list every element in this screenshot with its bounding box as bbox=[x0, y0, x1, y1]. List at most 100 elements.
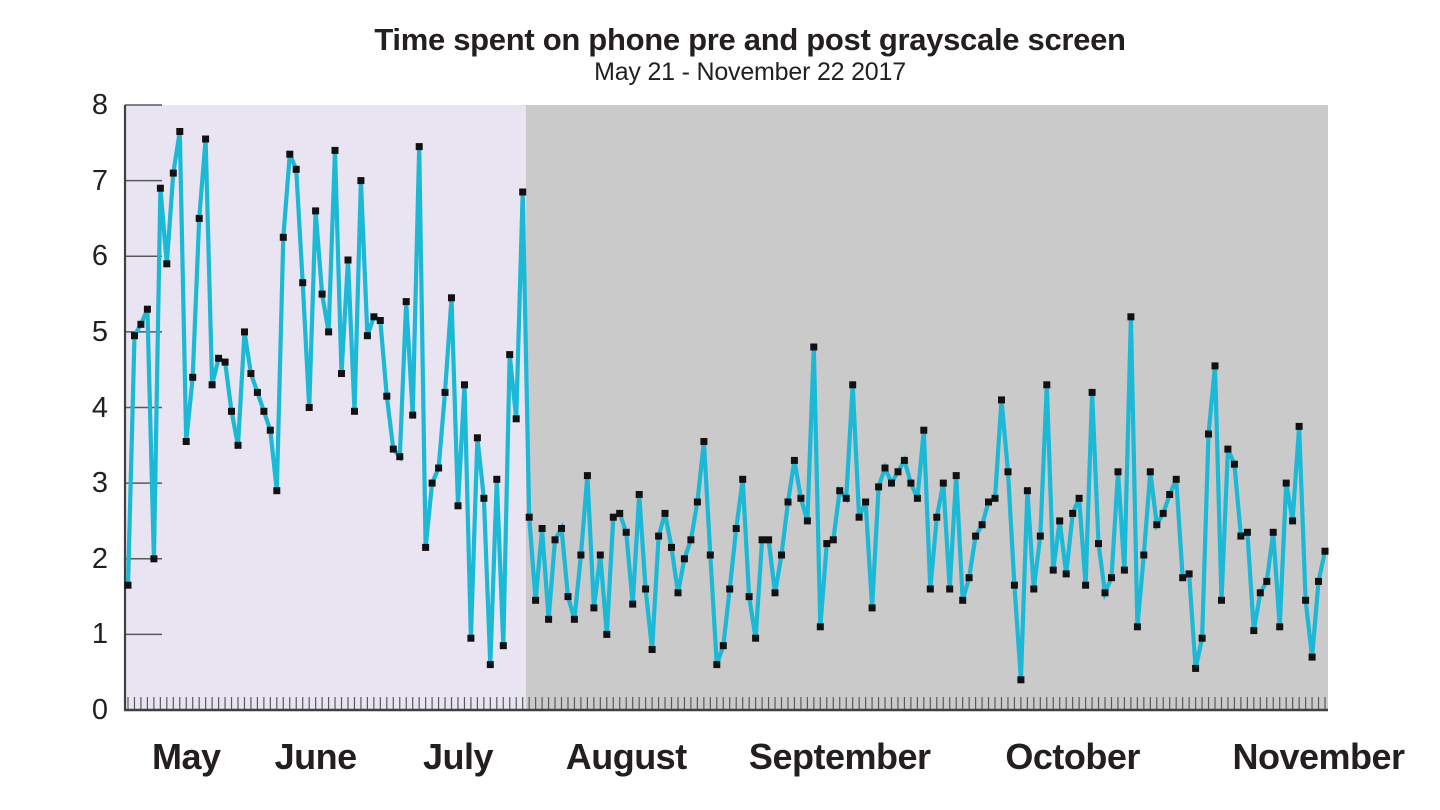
data-point bbox=[972, 532, 980, 540]
data-point bbox=[771, 589, 779, 597]
data-point bbox=[680, 555, 688, 563]
data-point bbox=[1256, 589, 1264, 597]
data-point bbox=[765, 536, 773, 544]
data-point bbox=[137, 320, 145, 328]
data-point bbox=[1082, 581, 1090, 589]
data-point bbox=[629, 600, 637, 608]
data-point bbox=[1282, 479, 1290, 487]
data-point bbox=[1250, 627, 1258, 635]
data-point bbox=[208, 381, 216, 389]
data-point bbox=[415, 143, 423, 151]
data-point bbox=[532, 596, 540, 604]
y-axis-label-8: 8 bbox=[91, 89, 108, 121]
data-point bbox=[1133, 623, 1141, 631]
data-point bbox=[1302, 596, 1310, 604]
data-point bbox=[143, 305, 151, 313]
data-point bbox=[1211, 362, 1219, 370]
data-point bbox=[260, 407, 268, 415]
data-point bbox=[655, 532, 663, 540]
data-point bbox=[875, 483, 883, 491]
data-point bbox=[661, 509, 669, 517]
data-point bbox=[1192, 664, 1200, 672]
data-point bbox=[383, 392, 391, 400]
data-point bbox=[797, 494, 805, 502]
data-point bbox=[247, 370, 255, 377]
data-point bbox=[810, 343, 818, 351]
data-point bbox=[732, 525, 740, 532]
data-point bbox=[299, 279, 307, 287]
data-point bbox=[1179, 574, 1187, 582]
data-point bbox=[868, 604, 876, 612]
data-point bbox=[616, 509, 624, 517]
data-point bbox=[156, 184, 164, 192]
data-point bbox=[674, 589, 682, 597]
data-point bbox=[745, 593, 753, 601]
data-point bbox=[519, 188, 527, 196]
y-axis-label-5: 5 bbox=[91, 315, 108, 348]
data-point bbox=[803, 517, 811, 525]
data-point bbox=[900, 456, 908, 464]
data-point bbox=[344, 256, 352, 264]
data-point bbox=[1321, 547, 1329, 555]
data-point bbox=[241, 328, 248, 336]
data-point bbox=[849, 381, 857, 389]
data-point bbox=[596, 551, 604, 559]
data-point bbox=[687, 536, 695, 544]
data-point bbox=[577, 551, 585, 559]
data-point bbox=[1153, 521, 1161, 529]
data-point bbox=[448, 294, 455, 302]
data-point bbox=[551, 536, 559, 544]
data-point bbox=[312, 207, 320, 215]
data-point bbox=[461, 381, 468, 389]
data-point bbox=[1218, 596, 1225, 604]
data-point bbox=[836, 487, 844, 495]
y-axis-label-3: 3 bbox=[91, 467, 108, 500]
data-point bbox=[1159, 509, 1167, 517]
data-point bbox=[784, 498, 792, 506]
data-point bbox=[486, 661, 494, 669]
pre-grayscale-region bbox=[125, 105, 526, 710]
data-point bbox=[428, 479, 436, 487]
data-point bbox=[1166, 491, 1174, 498]
data-point bbox=[292, 165, 300, 173]
data-point bbox=[266, 426, 274, 434]
data-point bbox=[933, 513, 941, 521]
data-point bbox=[182, 438, 190, 445]
data-point bbox=[894, 468, 902, 476]
data-point bbox=[376, 317, 384, 324]
data-point bbox=[862, 498, 870, 506]
data-point bbox=[752, 634, 760, 642]
data-point bbox=[370, 313, 378, 321]
data-point bbox=[823, 540, 831, 548]
data-point bbox=[1095, 540, 1102, 548]
data-point bbox=[512, 415, 520, 423]
data-point bbox=[648, 646, 656, 653]
data-point bbox=[790, 456, 798, 464]
data-point bbox=[396, 453, 404, 461]
data-point bbox=[1146, 468, 1154, 476]
data-point bbox=[480, 494, 488, 502]
data-point bbox=[706, 551, 714, 559]
data-point bbox=[1230, 460, 1238, 468]
data-point bbox=[1172, 475, 1180, 483]
y-axis-label-1: 1 bbox=[91, 618, 108, 651]
data-point bbox=[700, 438, 708, 445]
chart-title: Time spent on phone pre and post graysca… bbox=[374, 22, 1126, 57]
data-point bbox=[758, 536, 766, 544]
y-axis-label-2: 2 bbox=[91, 542, 108, 575]
data-point bbox=[499, 642, 507, 650]
y-axis-label-4: 4 bbox=[91, 391, 108, 424]
data-point bbox=[305, 404, 313, 411]
data-point bbox=[881, 464, 889, 472]
data-point bbox=[991, 494, 999, 502]
data-point bbox=[467, 634, 475, 642]
data-point bbox=[959, 596, 967, 604]
data-point bbox=[1127, 313, 1135, 321]
data-point bbox=[622, 528, 630, 536]
data-point bbox=[131, 332, 138, 340]
data-point bbox=[351, 407, 358, 415]
data-point bbox=[1263, 577, 1271, 585]
data-point bbox=[985, 498, 992, 506]
data-point bbox=[176, 128, 184, 135]
